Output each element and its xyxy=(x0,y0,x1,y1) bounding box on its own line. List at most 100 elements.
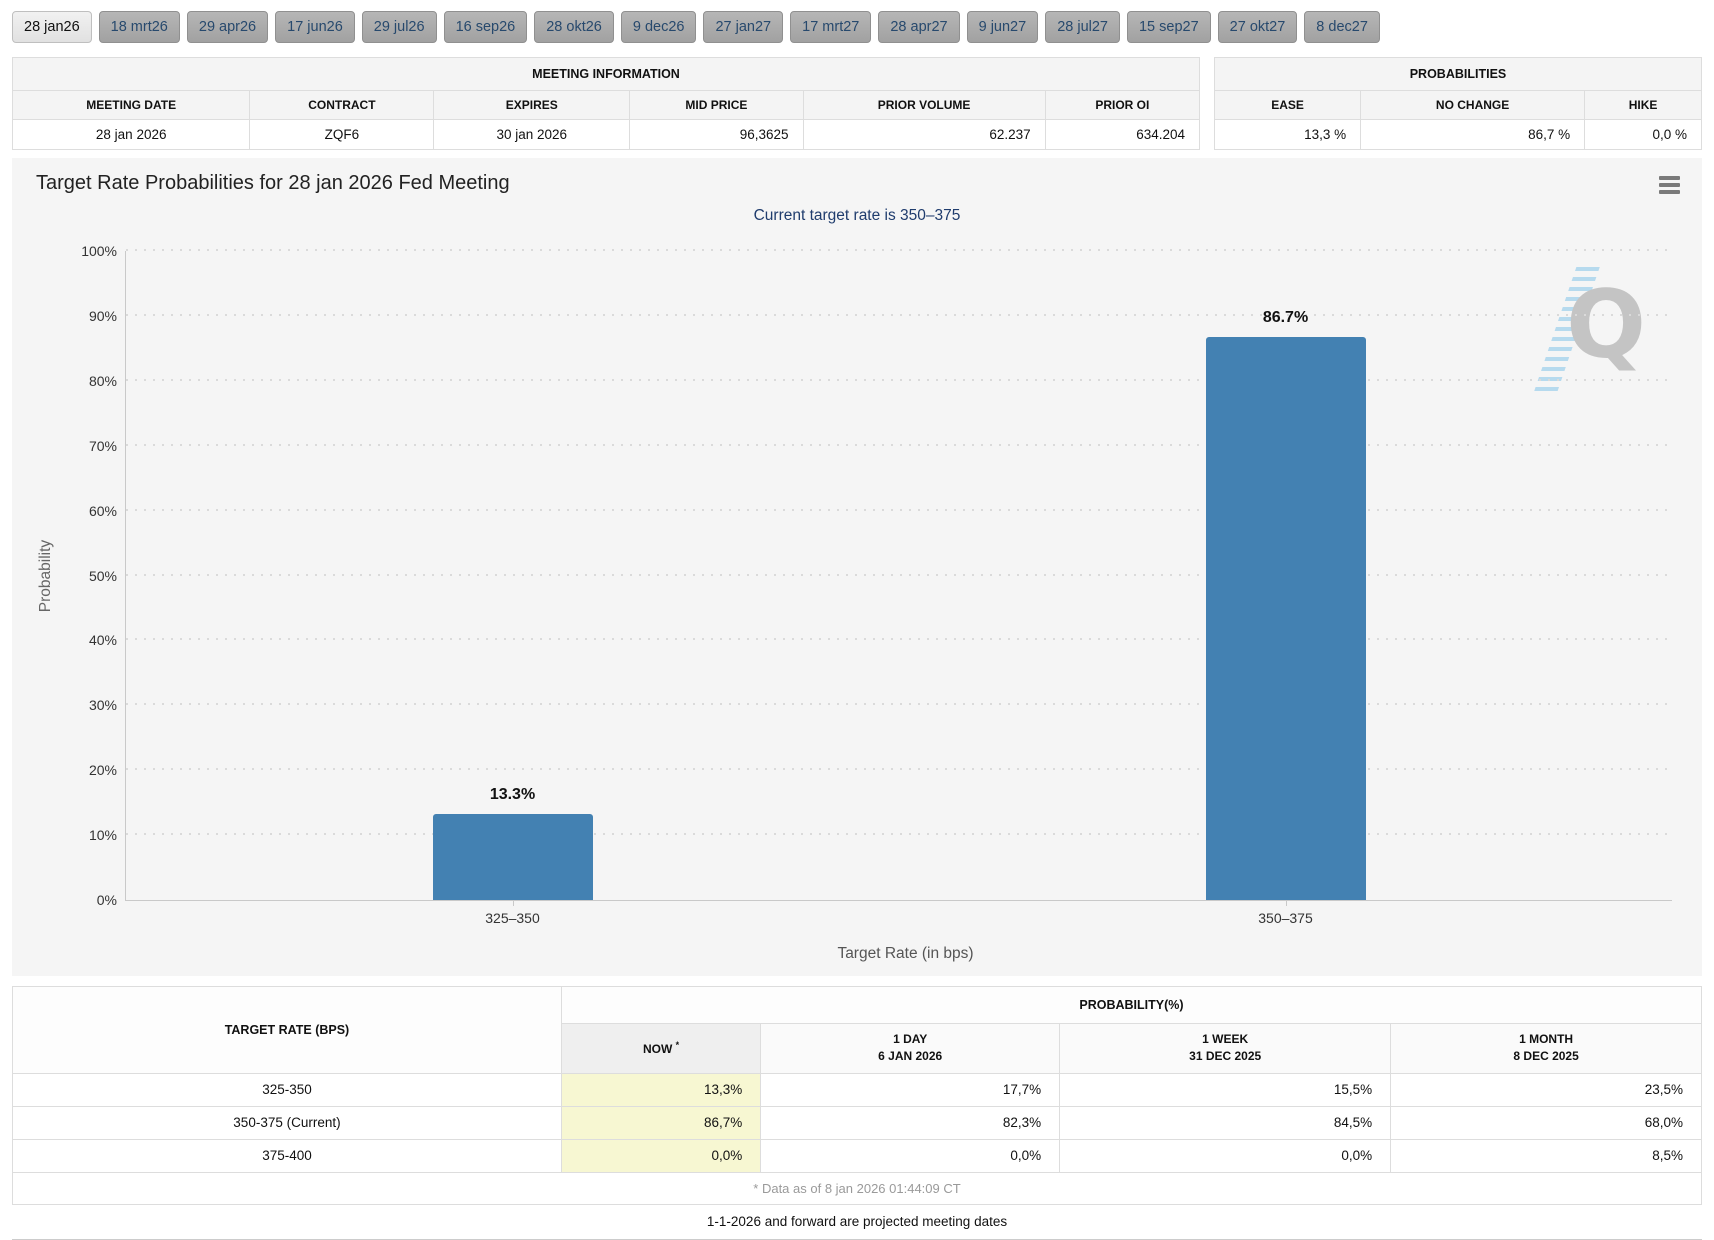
gridline-10 xyxy=(126,833,1672,836)
x-tick-0 xyxy=(512,900,514,906)
probabilities-header-row: EASE NO CHANGE HIKE xyxy=(1213,90,1702,120)
data-asof-footnote: * Data as of 8 jan 2026 01:44:09 CT xyxy=(12,1171,1702,1205)
prob-value-2-2: 0,0% xyxy=(760,1138,1061,1173)
y-tick-label-20: 20% xyxy=(88,762,117,779)
y-tick-label-80: 80% xyxy=(88,372,117,389)
q-logo-watermark: Q xyxy=(1528,267,1646,391)
prob-value-2-1: 0,0% xyxy=(560,1138,762,1173)
table-row: 325-350 13,3% 17,7% 15,5% 23,5% xyxy=(12,1072,1702,1107)
info-tables-row: MEETING INFORMATION MEETING DATE CONTRACT… xyxy=(11,57,1702,150)
tab-28-jul27[interactable]: 28 jul27 xyxy=(1045,11,1120,43)
prob-value-1-1: 86,7% xyxy=(560,1105,762,1140)
meeting-info-val-3: 96,3625 xyxy=(629,119,804,150)
y-tick-label-60: 60% xyxy=(88,502,117,519)
meeting-info-col-4: PRIOR VOLUME xyxy=(802,90,1046,120)
prob-value-2-3: 0,0% xyxy=(1059,1138,1392,1173)
bar-325–350[interactable] xyxy=(432,813,593,900)
rate-label-2: 375-400 xyxy=(12,1138,562,1173)
probabilities-title: PROBABILITIES xyxy=(1214,57,1702,91)
tab-9-dec26[interactable]: 9 dec26 xyxy=(620,11,697,43)
meeting-info-header-row: MEETING DATE CONTRACT EXPIRES MID PRICE PRIO… xyxy=(11,90,1201,120)
gridline-40 xyxy=(126,638,1672,641)
meeting-info-table: MEETING INFORMATION MEETING DATE CONTRACT… xyxy=(11,57,1201,150)
gridline-50 xyxy=(126,573,1672,576)
gridline-20 xyxy=(126,768,1672,771)
y-tick-label-100: 100% xyxy=(81,243,117,259)
prob-value-0-3: 15,5% xyxy=(1059,1072,1392,1107)
probabilities-value-row: 13,3 % 86,7 % 0,0 % xyxy=(1213,119,1702,150)
hamburger-icon[interactable] xyxy=(1657,174,1682,196)
tab-27-okt27[interactable]: 27 okt27 xyxy=(1217,11,1298,43)
subheader-NOW: NOW * xyxy=(560,1023,762,1074)
meeting-info-val-2: 30 jan 2026 xyxy=(433,119,631,150)
meeting-info-col-0: MEETING DATE xyxy=(11,90,251,120)
tab-28-okt26[interactable]: 28 okt26 xyxy=(534,11,614,43)
probabilities-val-0: 13,3 % xyxy=(1213,119,1362,150)
x-tick-1 xyxy=(1285,900,1287,906)
tab-17-jun26[interactable]: 17 jun26 xyxy=(275,11,355,43)
prob-value-2-4: 8,5% xyxy=(1390,1138,1702,1173)
tab-28-apr27[interactable]: 28 apr27 xyxy=(878,11,960,43)
gridline-100 xyxy=(126,249,1672,251)
gridline-70 xyxy=(126,443,1672,446)
table-row: 375-400 0,0% 0,0% 0,0% 8,5% xyxy=(12,1138,1702,1173)
prob-table-subheader-row: NOW * 1 DAY 6 JAN 2026 1 WEEK 31 DEC 2025 1… xyxy=(13,1023,1702,1074)
gridline-30 xyxy=(126,703,1672,706)
meeting-info-val-5: 634.204 xyxy=(1044,119,1201,150)
rate-label-1: 350-375 (Current) xyxy=(12,1105,562,1140)
prob-value-0-4: 23,5% xyxy=(1390,1072,1702,1107)
bar-value-label-0: 13.3% xyxy=(489,785,536,803)
x-category-label-0: 325–350 xyxy=(485,910,540,926)
meeting-info-val-0: 28 jan 2026 xyxy=(11,119,251,150)
meeting-info-col-5: PRIOR OI xyxy=(1044,90,1201,120)
probabilities-val-1: 86,7 % xyxy=(1360,119,1586,150)
probabilities-col-1: NO CHANGE xyxy=(1360,90,1586,120)
tab-9-jun27[interactable]: 9 jun27 xyxy=(966,11,1039,43)
watermark-q-letter: Q xyxy=(1566,271,1646,380)
meeting-info-title: MEETING INFORMATION xyxy=(12,57,1200,91)
x-axis-title: Target Rate (in bps) xyxy=(837,945,974,962)
y-tick-label-40: 40% xyxy=(88,632,117,649)
tab-17-mrt27[interactable]: 17 mrt27 xyxy=(790,11,872,43)
tab-29-apr26[interactable]: 29 apr26 xyxy=(186,11,269,43)
tab-8-dec27[interactable]: 8 dec27 xyxy=(1304,11,1380,43)
tab-15-sep27[interactable]: 15 sep27 xyxy=(1126,11,1211,43)
meeting-info-value-row: 28 jan 2026 ZQF6 30 jan 2026 96,3625 62.237 6… xyxy=(11,119,1201,150)
tab-18-mrt26[interactable]: 18 mrt26 xyxy=(98,11,180,43)
prob-value-1-4: 68,0% xyxy=(1390,1105,1702,1140)
bar-value-label-1: 86.7% xyxy=(1262,309,1309,327)
y-tick-label-90: 90% xyxy=(88,307,117,324)
subheader-1-WEEK: 1 WEEK 31 DEC 2025 xyxy=(1059,1023,1392,1074)
gridline-60 xyxy=(126,508,1672,511)
probabilities-table: PROBABILITIES EASE NO CHANGE HIKE 13,3 % 86… xyxy=(1213,57,1702,150)
probabilities-col-2: HIKE xyxy=(1584,90,1702,120)
chart-subtitle: Current target rate is 350–375 xyxy=(753,207,961,224)
target-rate-bps-header: TARGET RATE (BPS) xyxy=(12,986,562,1074)
tab-29-jul26[interactable]: 29 jul26 xyxy=(361,11,437,43)
y-tick-label-70: 70% xyxy=(88,437,117,454)
prob-value-0-2: 17,7% xyxy=(760,1072,1061,1107)
meeting-info-col-1: CONTRACT xyxy=(249,90,435,120)
projected-dates-note: 1-1-2026 and forward are projected meeti… xyxy=(12,1205,1702,1240)
prob-value-1-2: 82,3% xyxy=(760,1105,1061,1140)
gridline-80 xyxy=(126,378,1672,381)
y-tick-label-0: 0% xyxy=(96,892,117,908)
watermark-stripes-icon xyxy=(1534,267,1600,391)
bar-350–375[interactable] xyxy=(1205,337,1366,900)
prob-value-0-1: 13,3% xyxy=(560,1072,762,1107)
meeting-info-val-4: 62.237 xyxy=(802,119,1046,150)
gridline-90 xyxy=(126,313,1672,316)
rate-label-0: 325-350 xyxy=(12,1072,562,1107)
meeting-info-col-3: MID PRICE xyxy=(629,90,804,120)
prob-value-1-3: 84,5% xyxy=(1059,1105,1392,1140)
prob-table-body: 325-350 13,3% 17,7% 15,5% 23,5% 350-375 (Curr… xyxy=(12,1072,1702,1173)
y-tick-label-50: 50% xyxy=(88,567,117,584)
probabilities-val-2: 0,0 % xyxy=(1584,119,1702,150)
meeting-tab-bar: 28 jan26 18 mrt26 29 apr26 17 jun26 29 jul26… xyxy=(0,0,1714,52)
y-tick-label-10: 10% xyxy=(88,827,117,844)
tab-28-jan26[interactable]: 28 jan26 xyxy=(12,11,92,43)
fed-meeting-chart-panel: Target Rate Probabilities for 28 jan 202… xyxy=(12,158,1702,976)
tab-27-jan27[interactable]: 27 jan27 xyxy=(703,11,784,43)
subheader-1-DAY: 1 DAY 6 JAN 2026 xyxy=(760,1023,1061,1074)
tab-16-sep26[interactable]: 16 sep26 xyxy=(443,11,528,43)
